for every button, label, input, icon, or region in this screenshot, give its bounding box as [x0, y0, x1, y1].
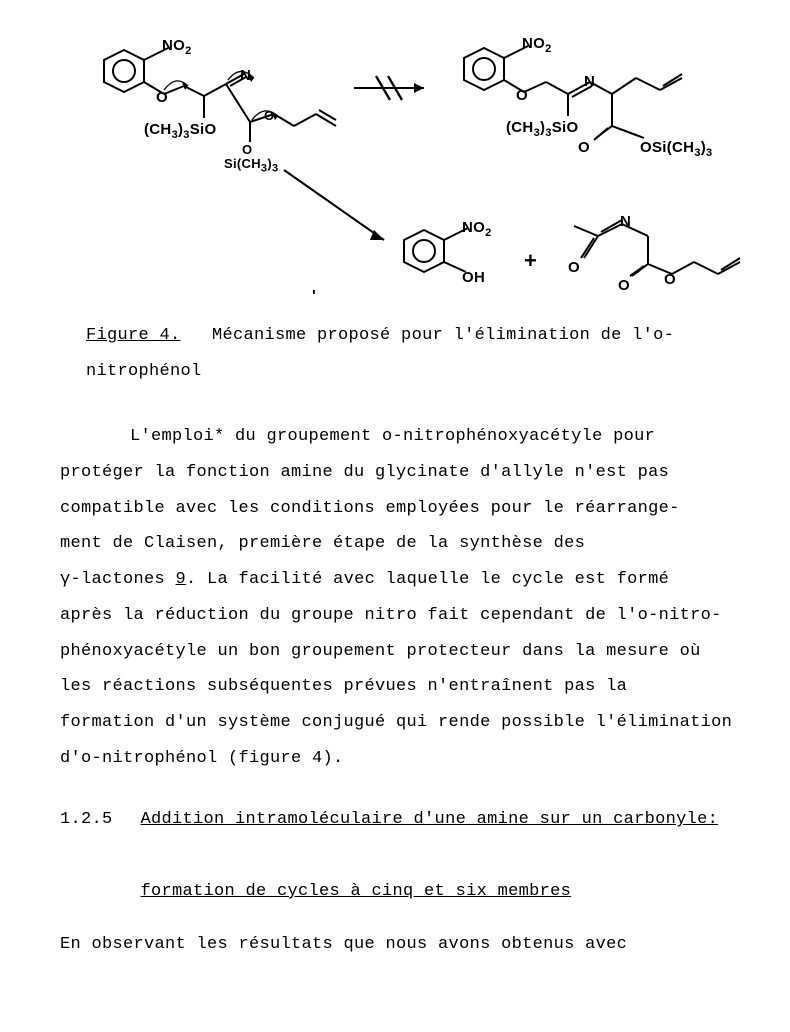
lbl-b-o2: O: [578, 132, 590, 164]
crossed-arrow: [354, 76, 424, 100]
lbl-a-sich3: Si(CH3)3: [224, 150, 278, 181]
lbl-a-no2: NO2: [162, 30, 192, 63]
lbl-d-o1: O: [568, 252, 580, 284]
section-heading: 1.2.5 Addition intramoléculaire d'une am…: [60, 802, 754, 909]
lbl-b-no2: NO2: [522, 28, 552, 61]
section-title: Addition intramoléculaire d'une amine su…: [141, 802, 719, 909]
para-line: les réactions subséquentes prévues n'ent…: [60, 669, 754, 705]
para-line: formation d'un système conjugué qui rend…: [60, 705, 754, 741]
trailing-line: En observant les résultats que nous avon…: [60, 927, 754, 963]
lbl-d-o2: O: [618, 270, 630, 302]
para-line: d'o-nitrophénol (figure 4).: [60, 741, 754, 777]
lbl-c-oh: OH: [462, 262, 485, 294]
lbl-b-o: O: [516, 80, 528, 112]
lbl-b-ch3sio: (CH3)3SiO: [506, 112, 578, 145]
section-number: 1.2.5: [60, 802, 130, 838]
mol-a-benzene: [104, 48, 336, 142]
lbl-a-o3: O: [264, 102, 274, 129]
lbl-c-no2: NO2: [462, 212, 492, 245]
lbl-a-o: O: [156, 82, 168, 114]
para-line: L'emploi* du groupement o-nitrophénoxyac…: [60, 419, 754, 455]
stray-tick: ': [312, 280, 316, 314]
diag-arrow: [284, 170, 384, 240]
reaction-scheme: NO2 (CH3)3SiO O N O Si(CH3)3 O NO2 O N (…: [64, 20, 744, 300]
page: NO2 (CH3)3SiO O N O Si(CH3)3 O NO2 O N (…: [0, 0, 790, 963]
body-paragraph: L'emploi* du groupement o-nitrophénoxyac…: [60, 419, 754, 776]
figure-label: Figure 4.: [86, 326, 181, 345]
para-line: après la réduction du groupe nitro fait …: [60, 598, 754, 634]
para-line: compatible avec les conditions employées…: [60, 491, 754, 527]
figure-caption: Figure 4. Mécanisme proposé pour l'élimi…: [86, 318, 760, 389]
plus-sign: +: [524, 238, 537, 284]
lbl-a-n: N: [240, 60, 251, 92]
para-line: ment de Claisen, première étape de la sy…: [60, 526, 754, 562]
lbl-b-osich3: OSi(CH3)3: [640, 132, 712, 165]
para-line: phénoxyacétyle un bon groupement protect…: [60, 634, 754, 670]
mol-c: [404, 228, 468, 272]
lbl-d-n: N: [620, 206, 631, 238]
para-line: γ-lactones 9. La facilité avec laquelle …: [60, 562, 754, 598]
mol-d: [574, 220, 740, 276]
lbl-b-n: N: [584, 66, 595, 98]
para-line: protéger la fonction amine du glycinate …: [60, 455, 754, 491]
lbl-d-o3: O: [664, 264, 676, 296]
lbl-a-ch3sio: (CH3)3SiO: [144, 114, 216, 147]
